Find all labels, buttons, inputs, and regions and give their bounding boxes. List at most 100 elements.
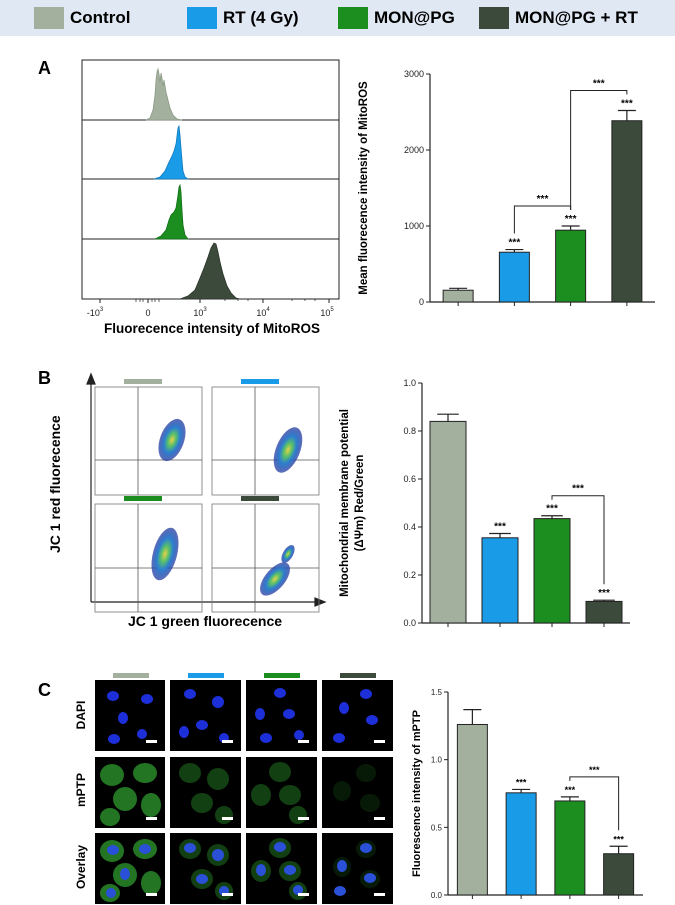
micro-overlay-control bbox=[95, 833, 165, 904]
y-tick-label: 0.5 bbox=[431, 823, 443, 832]
scale-bar bbox=[374, 817, 385, 820]
significance-monpg: *** bbox=[565, 785, 576, 795]
y-tick-label: 1.0 bbox=[431, 756, 443, 765]
micro-strip-monpg-rt bbox=[340, 673, 376, 678]
legend-item-monpg-rt: MON@PG + RT bbox=[479, 7, 638, 29]
y-tick-label: 1000 bbox=[404, 221, 424, 231]
histogram-tick-1000: 103 bbox=[193, 307, 207, 318]
flow-plot-rt bbox=[211, 386, 320, 496]
flow-plot-monpg bbox=[94, 503, 203, 613]
flow-strip-control bbox=[124, 379, 162, 384]
legend-item-control: Control bbox=[34, 7, 130, 29]
bar-rt bbox=[498, 251, 530, 303]
y-tick-label: 0 bbox=[419, 297, 424, 307]
histogram-peak-control bbox=[145, 67, 183, 121]
significance-rt: *** bbox=[509, 238, 521, 249]
significance-monpg-rt: *** bbox=[621, 98, 633, 109]
y-axis-label-line1: Mitochondrial membrane potential bbox=[339, 409, 351, 597]
micro-mptp-control bbox=[95, 757, 165, 828]
scale-bar bbox=[298, 817, 309, 820]
panel-letter-b: B bbox=[38, 368, 51, 388]
flow-plot-monpg-rt bbox=[211, 503, 320, 613]
scale-bar bbox=[146, 817, 157, 820]
y-axis-label-line2: (ΔΨm) Red/Green bbox=[354, 455, 366, 552]
significance-rt: *** bbox=[494, 521, 506, 532]
significance-bracket bbox=[551, 495, 605, 585]
histogram-x-label: Fluorecence intensity of MitoROS bbox=[104, 321, 320, 336]
bracket-label: *** bbox=[537, 194, 549, 205]
bar-monpg-rt bbox=[585, 600, 623, 624]
bar-monpg-rt bbox=[603, 853, 635, 896]
histogram-tick-100000: 105 bbox=[320, 307, 334, 318]
legend-label-rt: RT (4 Gy) bbox=[223, 8, 299, 27]
micro-overlay-rt bbox=[170, 833, 241, 904]
bar-monpg-rt bbox=[611, 120, 643, 303]
bracket-label: *** bbox=[572, 484, 584, 495]
bar-control bbox=[429, 420, 467, 624]
micro-strip-monpg bbox=[264, 673, 300, 678]
y-tick-label: 0.6 bbox=[403, 474, 416, 484]
bar-control bbox=[442, 289, 474, 303]
micro-mptp-monpg bbox=[246, 757, 317, 828]
legend-label-monpg-rt: MON@PG + RT bbox=[515, 8, 638, 27]
histogram-frame bbox=[81, 59, 340, 300]
bar-monpg bbox=[533, 518, 571, 624]
y-axis-label: Fluorescence intensity of mPTP bbox=[411, 710, 423, 877]
histogram-tick-0: 0 bbox=[145, 308, 150, 318]
y-tick-label: 0.4 bbox=[403, 522, 416, 532]
histogram-figure: -103 0 103 104 105 Fluorecence intensity… bbox=[81, 59, 340, 336]
y-tick-label: 2000 bbox=[404, 145, 424, 155]
flow-strip-monpg-rt bbox=[241, 496, 279, 501]
legend-item-rt: RT (4 Gy) bbox=[187, 7, 299, 29]
y-tick-label: 1.0 bbox=[403, 378, 416, 388]
y-tick-label: 3000 bbox=[404, 69, 424, 79]
y-tick-label: 0.2 bbox=[403, 570, 416, 580]
scale-bar bbox=[146, 893, 157, 896]
micro-mptp-rt bbox=[170, 757, 241, 828]
significance-rt: *** bbox=[516, 777, 527, 787]
bar-rt bbox=[505, 792, 537, 896]
micro-dapi-monpg bbox=[246, 680, 317, 751]
significance-bracket bbox=[570, 89, 628, 210]
mitoros-bar-chart: 0 1000 2000 3000 Mean fluorecence intensity … bbox=[358, 69, 655, 307]
scale-bar bbox=[374, 740, 385, 743]
bar-control bbox=[456, 723, 488, 896]
micro-row-label-overlay: Overlay bbox=[74, 844, 88, 890]
micro-strip-rt bbox=[188, 673, 224, 678]
histogram-tick-labels: -103 0 103 104 105 bbox=[87, 307, 335, 318]
micro-row-label-dapi: DAPI bbox=[74, 700, 88, 730]
histogram-tick-neg1000: -103 bbox=[87, 307, 104, 318]
scale-bar bbox=[298, 893, 309, 896]
scale-bar bbox=[222, 817, 233, 820]
panel-letter-a: A bbox=[38, 58, 51, 78]
scale-bar bbox=[222, 740, 233, 743]
scale-bar bbox=[298, 740, 309, 743]
legend-swatch-monpg bbox=[338, 7, 368, 29]
scale-bar bbox=[374, 893, 385, 896]
flow-axes bbox=[86, 372, 327, 607]
histogram-peak-monpg-rt bbox=[179, 242, 241, 300]
legend-label-monpg: MON@PG bbox=[374, 8, 455, 27]
legend-item-monpg: MON@PG bbox=[338, 7, 455, 29]
histogram-tick-10000: 104 bbox=[256, 307, 270, 318]
y-tick-label: 1.5 bbox=[431, 688, 443, 697]
micro-dapi-monpg-rt bbox=[322, 680, 393, 751]
micro-strip-control bbox=[113, 673, 149, 678]
histogram-peak-monpg bbox=[154, 183, 189, 240]
flow-cytometry-figure: JC 1 green fluorecence bbox=[86, 372, 327, 629]
flow-strip-monpg bbox=[124, 496, 162, 501]
scale-bar bbox=[222, 893, 233, 896]
y-tick-label: 0.0 bbox=[403, 618, 416, 628]
legend-swatch-monpg-rt bbox=[479, 7, 509, 29]
micro-dapi-control bbox=[95, 680, 165, 751]
significance-monpg-rt: *** bbox=[613, 834, 624, 844]
mptp-bar-chart: 0.0 0.5 1.0 1.5 Fluorescence intensity of mP… bbox=[411, 688, 643, 900]
mmp-bar-chart: 0.0 0.2 0.4 0.6 0.8 1.0 Mitochondrial membrane… bbox=[339, 378, 630, 628]
histogram-peak-rt bbox=[153, 124, 190, 180]
micro-row-label-mptp: mPTP bbox=[74, 773, 88, 808]
legend-label-control: Control bbox=[70, 8, 131, 27]
bracket-label: *** bbox=[589, 765, 600, 775]
significance-monpg: *** bbox=[565, 214, 577, 225]
bracket-label: *** bbox=[593, 78, 605, 89]
histogram-x-axis bbox=[99, 299, 330, 303]
